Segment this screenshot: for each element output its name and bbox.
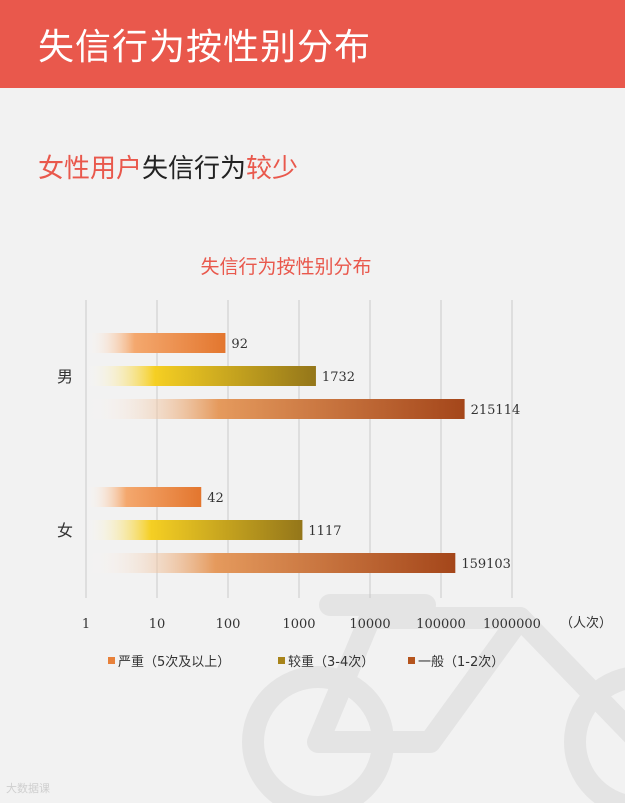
chart-x-tick-labels: 1 10 100 1000 10000 100000 1000000 xyxy=(82,617,541,632)
bar-value-label: 42 xyxy=(207,491,224,506)
legend-label: 较重（3-4次） xyxy=(288,654,374,670)
x-tick-label: 100 xyxy=(216,617,241,632)
x-tick-label: 1000000 xyxy=(483,617,541,632)
legend-swatch xyxy=(408,657,415,664)
bar-value-label: 92 xyxy=(231,337,248,352)
bar xyxy=(86,366,316,386)
chart-legend: 严重（5次及以上） 较重（3-4次） 一般（1-2次） xyxy=(108,654,504,670)
bar-value-label: 1117 xyxy=(308,524,341,539)
bar xyxy=(86,553,456,573)
chart-title: 失信行为按性别分布 xyxy=(200,256,371,278)
bar-value-label: 1732 xyxy=(322,370,355,385)
chart-bars xyxy=(86,333,465,573)
header-banner: 失信行为按性别分布 xyxy=(0,0,625,88)
subtitle-highlight-end: 较少 xyxy=(246,154,299,184)
category-label: 女 xyxy=(57,521,73,540)
subtitle-highlight-start: 女性用户 xyxy=(38,154,143,184)
bar xyxy=(86,487,202,507)
chart-value-labels: 92 1732 215114 42 1117 159103 xyxy=(207,337,520,572)
legend-swatch xyxy=(278,657,285,664)
legend-swatch xyxy=(108,657,115,664)
x-tick-label: 1000 xyxy=(282,617,315,632)
bar xyxy=(86,399,465,419)
chart-gridlines xyxy=(85,300,513,598)
x-tick-label: 100000 xyxy=(416,617,466,632)
legend-label: 一般（1-2次） xyxy=(418,654,504,670)
x-tick-label: 10000 xyxy=(349,617,390,632)
bar xyxy=(86,520,303,540)
subtitle-middle: 失信行为 xyxy=(142,154,247,184)
chart-category-labels: 男女 xyxy=(57,367,73,540)
watermark: 大数据课 xyxy=(6,782,50,795)
x-tick-label: 1 xyxy=(82,617,90,632)
bar-value-label: 159103 xyxy=(461,557,511,572)
page-title: 失信行为按性别分布 xyxy=(38,27,372,68)
page-subtitle: 女性用户失信行为较少 xyxy=(38,148,298,185)
bar-value-label: 215114 xyxy=(471,403,521,418)
x-tick-label: 10 xyxy=(149,617,166,632)
legend-label: 严重（5次及以上） xyxy=(118,654,230,670)
category-label: 男 xyxy=(57,367,73,386)
bar xyxy=(86,333,226,353)
x-axis-unit-label: （人次） xyxy=(560,615,612,631)
